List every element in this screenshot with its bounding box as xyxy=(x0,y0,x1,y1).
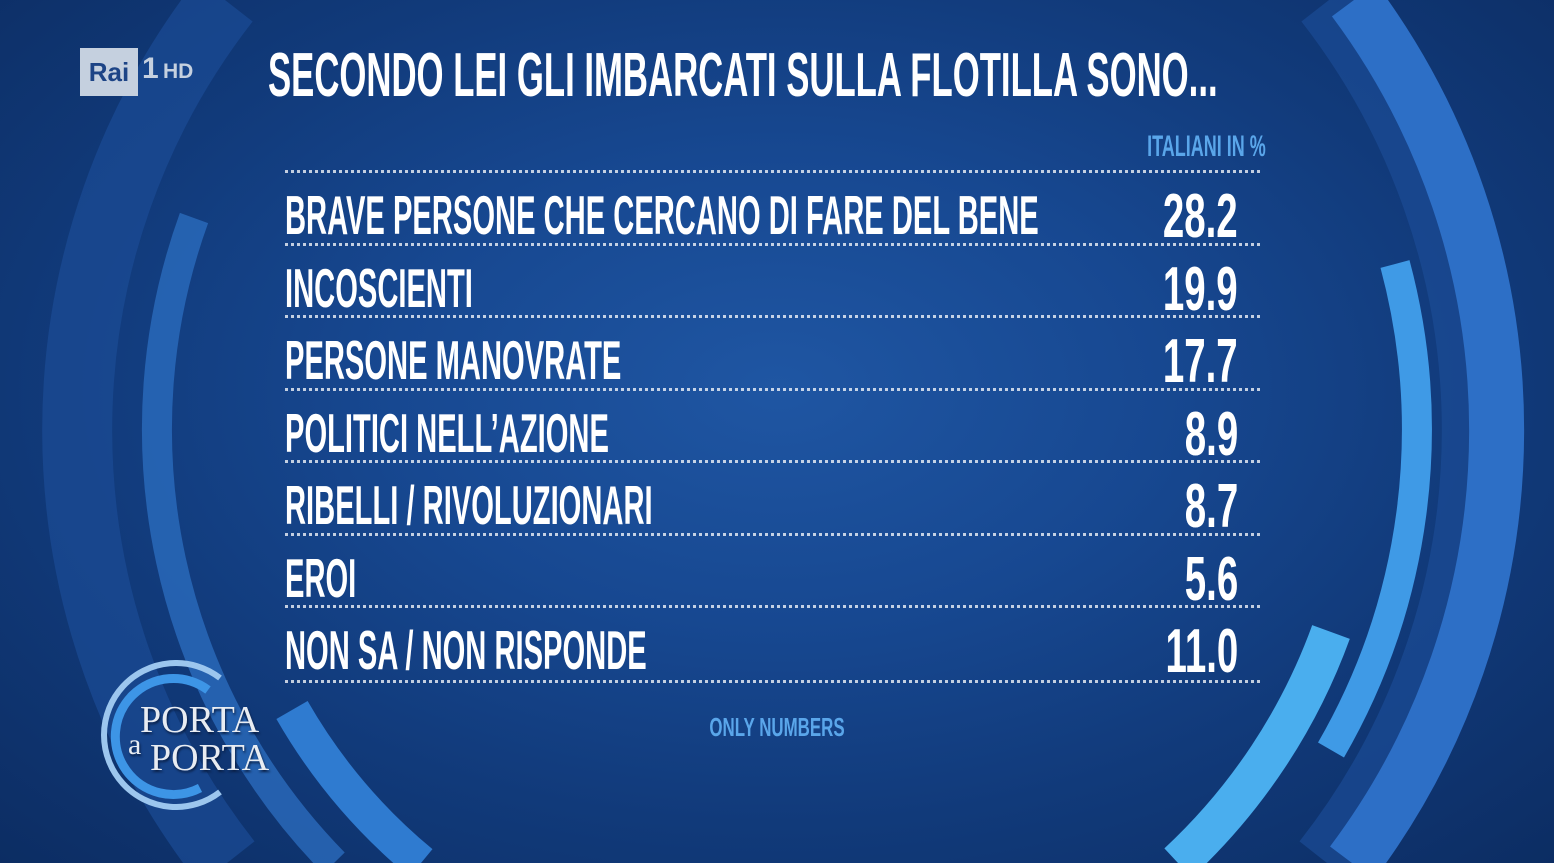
logo-line2-small: a xyxy=(128,728,142,761)
table-row: NON SA / NON RISPONDE 11.0 xyxy=(285,605,1260,686)
row-value: 19.9 xyxy=(1163,254,1238,324)
row-value: 5.6 xyxy=(1184,544,1238,614)
hd-badge: HD xyxy=(163,60,194,83)
row-label: PERSONE MANOVRATE xyxy=(285,329,622,391)
source-label: ONLY NUMBERS xyxy=(709,712,845,742)
column-header: ITALIANI IN % xyxy=(1147,130,1266,163)
row-label: RIBELLI / RIVOLUZIONARI xyxy=(285,474,653,536)
channel-number: 1 xyxy=(142,52,159,85)
row-value: 28.2 xyxy=(1163,182,1238,251)
table-row: PERSONE MANOVRATE 17.7 xyxy=(285,315,1260,396)
logo-rings-icon xyxy=(101,660,222,810)
row-label: BRAVE PERSONE CHE CERCANO DI FARE DEL BE… xyxy=(285,184,1039,246)
row-label: INCOSCIENTI xyxy=(285,256,473,319)
table-row: BRAVE PERSONE CHE CERCANO DI FARE DEL BE… xyxy=(285,170,1260,251)
row-label: POLITICI NELL’AZIONE xyxy=(285,401,609,464)
logo-line2: PORTA xyxy=(150,737,270,779)
row-value: 8.7 xyxy=(1184,472,1238,541)
row-value: 8.9 xyxy=(1184,399,1238,469)
row-value: 17.7 xyxy=(1163,327,1238,396)
row-label: NON SA / NON RISPONDE xyxy=(285,619,647,681)
table-row: POLITICI NELL’AZIONE 8.9 xyxy=(285,387,1260,469)
logo-line1: PORTA xyxy=(140,699,260,741)
table-row: EROI 5.6 xyxy=(285,532,1260,614)
table-row: INCOSCIENTI 19.9 xyxy=(285,242,1260,324)
table-row: RIBELLI / RIVOLUZIONARI 8.7 xyxy=(285,460,1260,541)
row-label: EROI xyxy=(285,546,357,609)
rai-logo: Rai xyxy=(80,48,138,96)
row-value: 11.0 xyxy=(1165,617,1238,686)
porta-a-porta-logo: PORTA a PORTA xyxy=(80,660,280,810)
chart-title: SECONDO LEI GLI IMBARCATI SULLA FLOTILLA… xyxy=(268,41,1218,110)
